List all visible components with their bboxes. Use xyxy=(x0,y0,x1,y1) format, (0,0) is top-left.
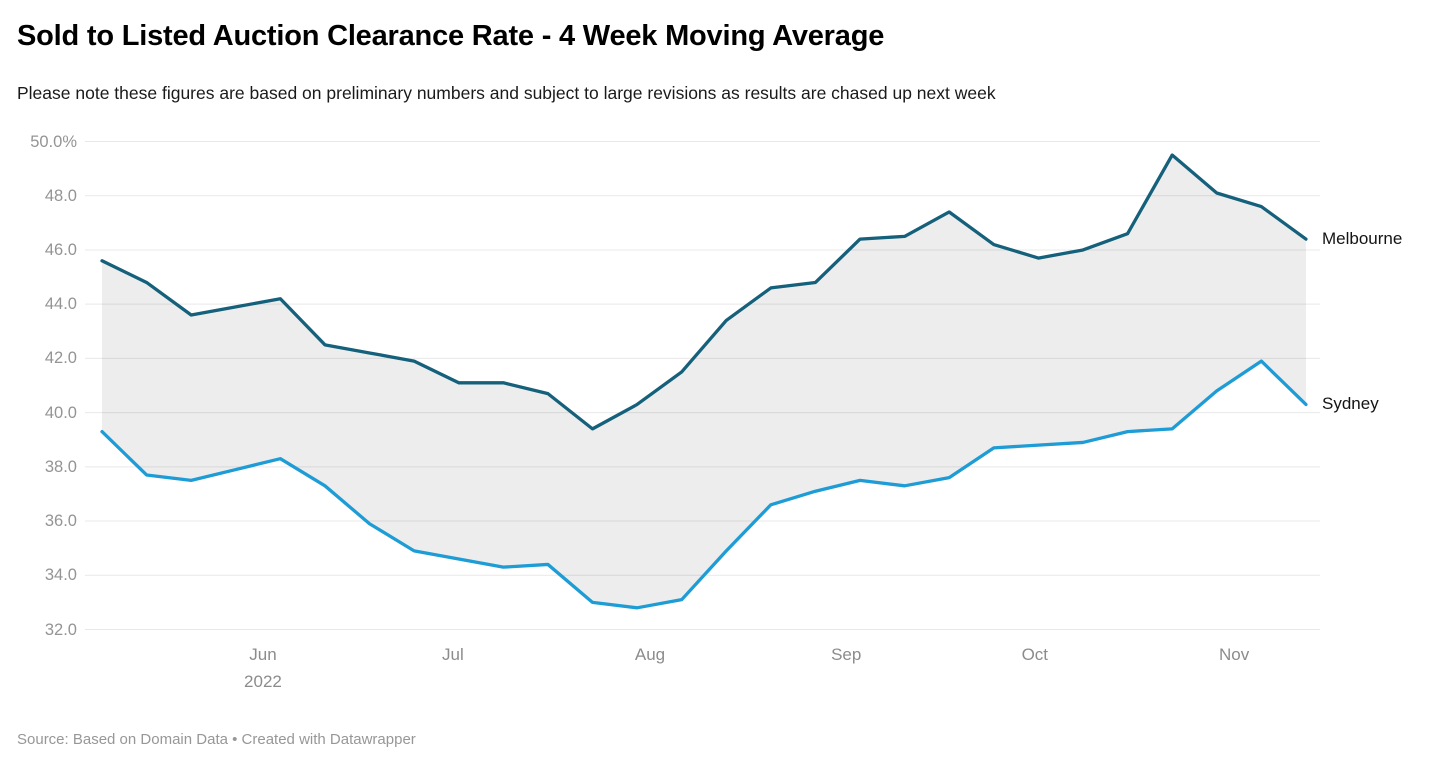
y-axis-tick-label: 44.0 xyxy=(44,295,77,314)
y-axis-tick-label: 32.0 xyxy=(44,620,77,639)
line-melbourne xyxy=(100,153,1308,431)
y-axis-tick-label: 38.0 xyxy=(44,457,77,476)
series-label-melbourne: Melbourne xyxy=(1322,229,1403,249)
chart-subtitle: Please note these figures are based on p… xyxy=(17,83,996,103)
y-axis-tick-label: 42.0 xyxy=(44,349,77,368)
x-axis-tick-label: Aug xyxy=(634,645,666,664)
x-axis-year-label: 2022 xyxy=(244,672,282,691)
y-axis-tick-label: 46.0 xyxy=(44,240,77,259)
y-axis-tick-label: 48.0 xyxy=(44,186,77,205)
x-axis-tick-label: Sep xyxy=(831,645,862,664)
y-axis-tick-label: 40.0 xyxy=(44,403,77,422)
y-axis-tick-label: 34.0 xyxy=(44,566,77,585)
y-axis-tick-label: 50.0% xyxy=(30,132,77,151)
band-between-lines xyxy=(102,155,1306,608)
x-axis-tick-label: Jul xyxy=(442,645,464,664)
y-axis-tick-label: 36.0 xyxy=(44,512,77,531)
x-axis-tick-label: Jun xyxy=(249,645,277,664)
source-note: Source: Based on Domain Data • Created w… xyxy=(17,731,416,748)
series-label-sydney: Sydney xyxy=(1322,394,1379,414)
x-axis-tick-label: Oct xyxy=(1021,645,1049,664)
line-sydney xyxy=(100,359,1308,610)
x-axis-tick-label: Nov xyxy=(1219,645,1250,664)
chart-title: Sold to Listed Auction Clearance Rate - … xyxy=(17,20,885,52)
